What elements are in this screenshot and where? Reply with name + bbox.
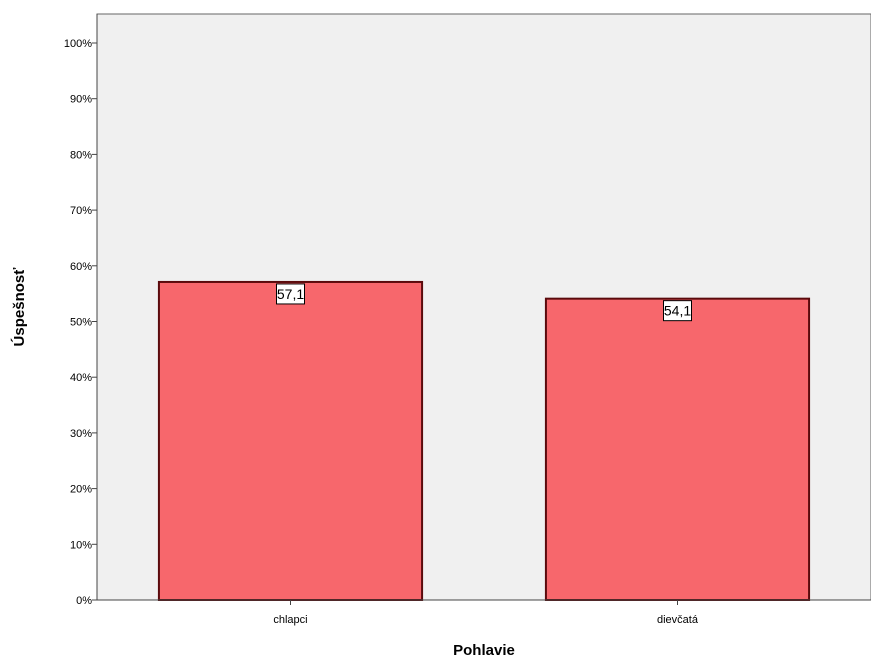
data-label: 57,1 — [277, 286, 304, 302]
y-tick-label: 80% — [70, 149, 92, 161]
y-tick-label: 10% — [70, 539, 92, 551]
y-tick-label: 0% — [76, 595, 92, 607]
bars: 57,1 54,1 — [157, 280, 811, 601]
y-tick-label: 70% — [70, 205, 92, 217]
y-tick-label: 50% — [70, 317, 92, 329]
x-axis-title: Pohlavie — [453, 642, 515, 659]
y-tick-label: 30% — [70, 428, 92, 440]
y-axis-title: Úspešnosť — [10, 267, 28, 347]
y-tick-label: 90% — [70, 94, 92, 106]
data-label: 54,1 — [664, 303, 691, 319]
y-tick-label: 20% — [70, 484, 92, 496]
bar-2 — [544, 297, 811, 601]
y-tick-label: 100% — [64, 38, 92, 50]
y-tick-label: 60% — [70, 261, 92, 273]
x-tick-label: chlapci — [273, 614, 307, 626]
x-axis-ticks: chlapci dievčatá — [273, 600, 699, 626]
data-label-box — [663, 300, 692, 322]
bar-1 — [157, 280, 424, 601]
x-tick-label: dievčatá — [657, 614, 699, 626]
data-label-box — [276, 283, 305, 305]
y-tick-label: 40% — [70, 372, 92, 384]
y-axis-ticks: 0% 10% 20% 30% 40% 50% 60% 70% 80% 90% 100% — [64, 38, 97, 607]
